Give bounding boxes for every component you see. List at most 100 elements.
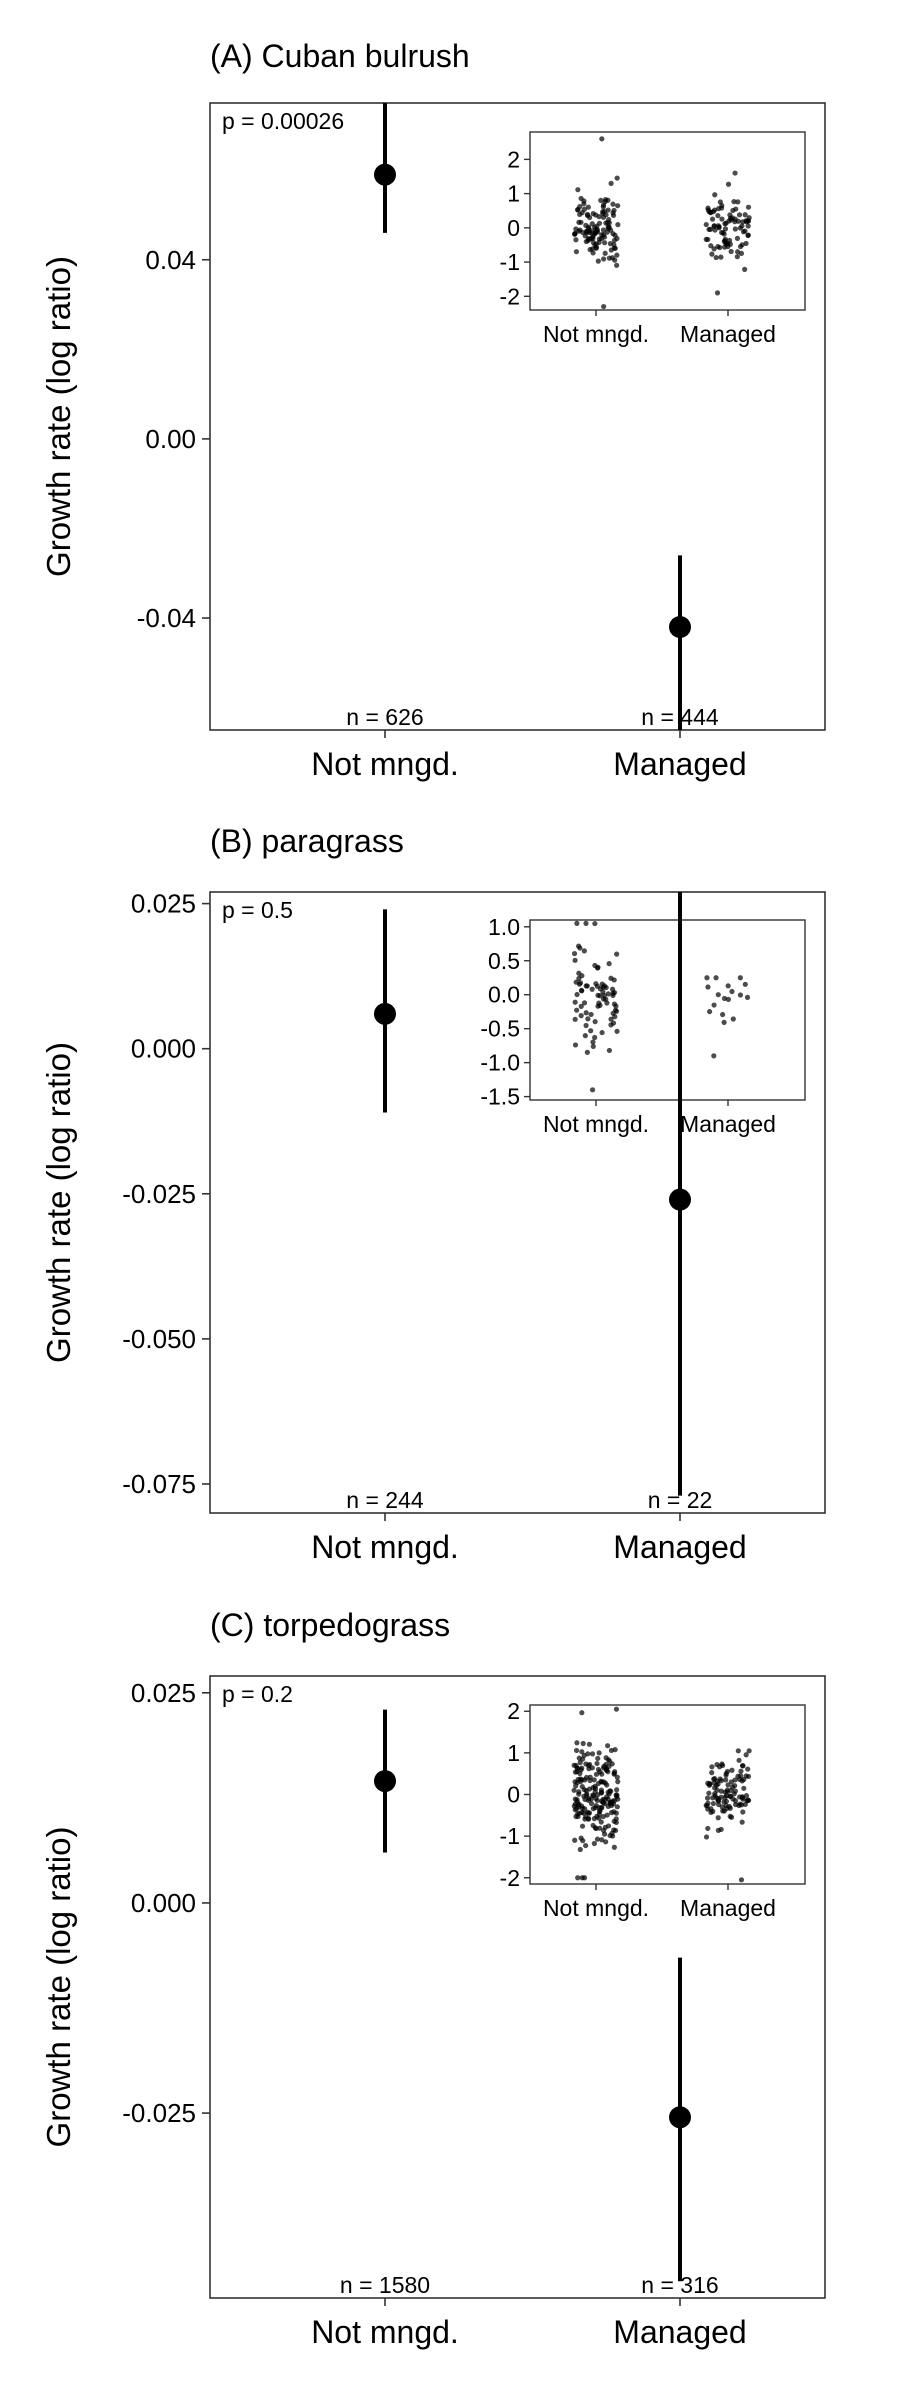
panel-title: (B) paragrass [210,823,404,859]
inset-data-point [585,1815,592,1822]
inset-data-point [724,1768,731,1775]
inset-data-point [584,1049,590,1055]
inset-data-point [600,227,607,233]
inset-data-point [612,1827,619,1834]
inset-data-point [742,212,748,218]
inset-plot: 1.0 0.5 0.0 -0.5 -1.0 -1.5 Not mngd. Managed [480,914,806,1137]
inset-data-point [719,230,725,236]
inset-data-point [596,1825,603,1831]
inset-data-point [585,1016,591,1022]
p-value-annotation: p = 0.5 [222,897,293,923]
inset-data-point [591,1816,598,1822]
inset-data-point [704,975,710,981]
x-tick-label: Managed [613,2314,746,2350]
inset-x-tick-label: Not mngd. [543,321,649,347]
inset-data-point [601,1763,607,1769]
inset-data-point [711,246,717,252]
inset-data-point [609,1799,615,1806]
inset-data-point [582,1033,588,1039]
inset-data-point [722,1789,728,1795]
inset-data-point [590,210,596,217]
inset-data-point [592,227,598,233]
inset-data-point [592,1789,598,1795]
inset-data-point [588,1028,594,1034]
inset-data-point [709,1764,715,1770]
inset-data-point [592,1034,598,1041]
inset-data-point [589,1751,596,1757]
inset-data-point [612,1014,618,1020]
inset-data-point [737,1776,743,1783]
inset-data-point [741,1785,747,1791]
inset-data-point [731,199,737,205]
inset-data-point [721,1799,727,1805]
inset-data-point [578,219,584,225]
inset-data-point [580,1756,586,1762]
inset-data-point [613,1819,619,1826]
y-tick-label: 0.025 [131,889,196,919]
inset-data-point [573,237,579,243]
inset-data-point [572,1837,578,1843]
inset-data-point [712,1792,718,1799]
inset-data-point [717,1776,723,1782]
inset-data-point [608,180,614,186]
sample-size-label: n = 444 [641,704,719,730]
y-tick-label: -0.025 [122,1179,196,1209]
inset-data-point [602,1796,608,1803]
inset-data-point [721,995,728,1002]
inset-data-point [732,170,738,176]
inset-data-point [592,1019,598,1025]
inset-y-tick-label: 0.5 [488,948,520,974]
inset-data-point [598,197,604,204]
inset-data-point [600,209,606,215]
inset-data-point [735,199,741,205]
inset-data-point [592,1783,598,1789]
inset-data-point [723,220,729,226]
inset-data-point [572,231,578,237]
inset-data-point [744,1798,750,1804]
inset-data-point [725,181,732,187]
inset-data-point [716,1764,723,1770]
inset-data-point [611,242,617,248]
inset-data-point [733,1801,739,1808]
inset-data-point [723,1777,729,1783]
inset-data-point [712,192,718,198]
inset-data-point [740,219,746,225]
inset-data-point [740,229,747,235]
inset-data-point [714,290,721,296]
inset-data-point [605,991,611,997]
inset-data-point [743,1793,750,1799]
inset-data-point [725,1782,731,1788]
inset-data-point [614,235,620,242]
mean-point [374,163,396,186]
inset-data-point [728,1779,734,1785]
inset-data-point [586,1741,593,1747]
panel-title: (A) Cuban bulrush [210,38,470,74]
inset-data-point [615,1796,621,1802]
inset-data-point [602,197,609,203]
inset-data-point [610,201,616,207]
y-tick-label: -0.025 [122,2098,196,2128]
inset-data-point [577,1776,584,1782]
inset-data-point [593,1771,600,1777]
inset-data-point [614,1787,620,1793]
inset-x-tick-label: Not mngd. [543,1111,649,1137]
inset-data-point [590,250,596,256]
inset-data-point [713,1782,720,1789]
inset-data-point [712,1776,718,1782]
inset-y-tick-label: 1.0 [488,914,520,940]
y-tick-label: 0.025 [131,1678,196,1708]
inset-data-point [725,241,731,247]
inset-data-point [743,1773,749,1779]
inset-data-point [571,950,578,957]
inset-x-tick-label: Managed [680,1895,776,1921]
inset-x-tick-label: Managed [680,321,776,347]
inset-data-point [576,981,583,987]
y-tick-label: 0.000 [131,1888,196,1918]
inset-data-point [577,1846,583,1853]
inset-data-point [611,1809,617,1815]
inset-data-point [610,1020,617,1026]
inset-data-point [614,1028,620,1034]
inset-data-point [610,212,617,219]
inset-data-point [604,1782,610,1788]
panel-3: (C) torpedograss Growth rate (log ratio) 0… [40,1607,826,2350]
